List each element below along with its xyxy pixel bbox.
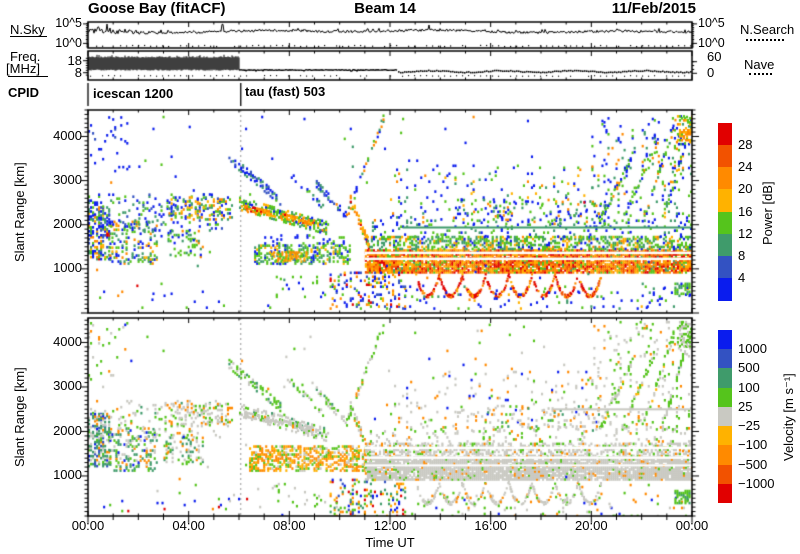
power-colorbar-block-4: [718, 211, 732, 235]
time-tick-1: 04:00: [172, 518, 205, 533]
velocity-range-tick-2000: 2000: [53, 422, 82, 438]
velocity-colorbar-block-8: [718, 483, 732, 504]
velocity-colorbar-label-−500: −500: [738, 456, 768, 472]
velocity-colorbar-label-1000: 1000: [738, 341, 767, 357]
nave-label: Nave: [744, 57, 775, 72]
velocity-range-tick-3000: 3000: [53, 378, 82, 394]
power-colorbar-title: Power [dB]: [760, 181, 775, 245]
velocity-colorbar-block-6: [718, 445, 732, 466]
nave-right-tick-top: 60: [707, 49, 722, 64]
velocity-colorbar-block-2: [718, 368, 732, 389]
time-tick-2: 08:00: [273, 518, 306, 533]
power-colorbar-label-12: 12: [738, 225, 753, 241]
power-colorbar-block-6: [718, 255, 732, 279]
cpid-program-2: tau (fast) 503: [245, 84, 326, 99]
nave-linestyle-dotted: [749, 73, 772, 75]
freq-linestyle-solid: [8, 76, 48, 77]
nsearch-linestyle-dotted: [746, 39, 784, 41]
freq-left-tick-top: 18: [67, 53, 82, 68]
power-range-axis-title: Slant Range [km]: [12, 162, 27, 263]
power-colorbar-label-24: 24: [738, 159, 753, 175]
freq-label-line2: [MHz]: [6, 61, 40, 76]
power-colorbar-label-20: 20: [738, 181, 753, 197]
power-colorbar-label-8: 8: [738, 247, 746, 263]
velocity-range-axis-title: Slant Range [km]: [12, 367, 27, 468]
nsearch-label: N.Search: [740, 22, 795, 37]
noise-right-tick-top: 10^5: [698, 16, 725, 30]
velocity-colorbar-label-500: 500: [738, 360, 760, 376]
time-axis-title: Time UT: [365, 535, 415, 550]
noise-left-tick-top: 10^5: [55, 16, 82, 30]
velocity-colorbar-label-100: 100: [738, 379, 760, 395]
power-colorbar-block-0: [718, 123, 732, 146]
velocity-colorbar-block-3: [718, 387, 732, 408]
velocity-colorbar-label-−25: −25: [738, 418, 761, 434]
power-range-tick-3000: 3000: [53, 172, 82, 188]
velocity-colorbar-block-5: [718, 426, 732, 446]
velocity-colorbar-label-25: 25: [738, 398, 753, 414]
nsky-linestyle-solid: [10, 36, 47, 37]
noise-right-tick-bottom: 10^0: [698, 36, 725, 50]
power-colorbar-label-4: 4: [738, 269, 746, 285]
velocity-colorbar-block-0: [718, 330, 732, 350]
velocity-colorbar-label-−1000: −1000: [738, 475, 775, 491]
nave-right-tick-bottom: 0: [707, 65, 715, 80]
time-tick-6: 00:00: [675, 518, 709, 533]
velocity-colorbar-title: Velocity [m s⁻¹]: [781, 373, 796, 461]
noise-left-tick-bottom: 10^0: [55, 36, 82, 50]
freq-left-tick-bottom: 8: [74, 65, 82, 80]
power-colorbar-block-7: [718, 277, 732, 301]
power-colorbar-block-1: [718, 145, 732, 168]
velocity-colorbar-block-1: [718, 349, 732, 369]
time-tick-5: 20:00: [575, 518, 608, 533]
power-colorbar-block-3: [718, 189, 732, 212]
velocity-range-tick-4000: 4000: [53, 333, 82, 349]
power-colorbar-block-5: [718, 233, 732, 257]
power-colorbar-label-28: 28: [738, 137, 753, 153]
power-range-tick-1000: 1000: [53, 260, 82, 276]
time-tick-4: 16:00: [474, 518, 507, 533]
nsky-label: N.Sky: [10, 22, 45, 37]
power-colorbar-label-16: 16: [738, 203, 753, 219]
cpid-program-1: icescan 1200: [93, 86, 174, 101]
time-tick-3: 12:00: [373, 518, 407, 533]
velocity-colorbar-label-−100: −100: [738, 437, 768, 453]
power-range-tick-4000: 4000: [53, 127, 82, 143]
time-tick-0: 00:00: [71, 518, 105, 533]
date-label: 11/Feb/2015: [611, 0, 696, 17]
freq-label-line1: Freq.: [10, 49, 41, 64]
beam-label: Beam 14: [354, 0, 416, 17]
power-colorbar-block-2: [718, 167, 732, 190]
cpid-label: CPID: [8, 85, 40, 100]
power-range-tick-2000: 2000: [53, 216, 82, 232]
velocity-range-tick-1000: 1000: [53, 467, 82, 483]
velocity-colorbar-block-7: [718, 464, 732, 485]
velocity-colorbar-block-4: [718, 406, 732, 427]
page-title: Goose Bay (fitACF): [88, 0, 226, 17]
